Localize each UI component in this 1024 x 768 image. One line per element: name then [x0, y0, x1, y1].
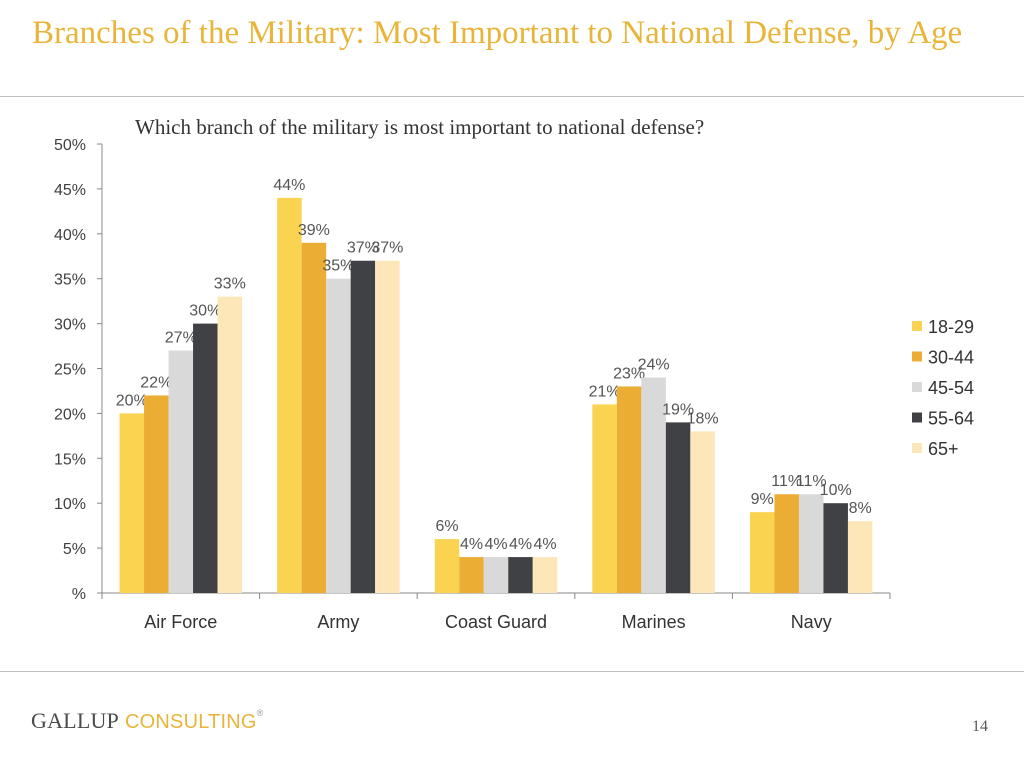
bar-chart: %5%10%15%20%25%30%35%40%45%50%20%22%27%3… [54, 137, 974, 632]
title-divider [0, 96, 1024, 97]
data-label: 23% [613, 365, 645, 382]
bar-55-64-navy [823, 503, 848, 593]
data-label: 4% [460, 536, 483, 553]
y-tick-label: 10% [54, 496, 86, 513]
x-category-label: Coast Guard [445, 612, 547, 632]
bar-55-64-marines [665, 422, 691, 593]
legend-label: 55-64 [928, 409, 974, 429]
data-label: 21% [589, 383, 621, 400]
y-tick-label: 5% [63, 541, 86, 558]
y-tick-label: 35% [54, 272, 86, 289]
data-label: 10% [820, 482, 852, 499]
data-label: 33% [214, 276, 246, 293]
bar-55-64-army [350, 260, 376, 593]
bar-18-29-marines [592, 404, 617, 593]
footer-divider [0, 671, 1024, 672]
x-category-label: Navy [791, 612, 832, 632]
data-label: 22% [140, 374, 172, 391]
chart-question: Which branch of the military is most imp… [135, 115, 705, 139]
bar-65+-coast-guard [532, 557, 558, 593]
y-tick-label: 25% [54, 362, 86, 379]
x-category-label: Army [317, 612, 359, 632]
data-label: 11% [796, 473, 827, 490]
legend-swatch-45-54 [912, 382, 922, 392]
data-label: 4% [509, 536, 532, 553]
y-tick-label: 40% [54, 227, 86, 244]
data-label: 24% [638, 356, 670, 373]
bar-45-54-army [326, 278, 351, 593]
bar-30-44-marines [616, 386, 642, 593]
y-tick-label: 15% [54, 451, 86, 468]
data-label: 27% [165, 330, 197, 347]
bar-45-54-coast-guard [483, 557, 509, 593]
bar-30-44-navy [774, 494, 799, 593]
bar-65+-marines [690, 431, 715, 593]
bar-65+-air-force [217, 296, 243, 593]
bar-18-29-army [277, 197, 302, 593]
slide-title: Branches of the Military: Most Important… [32, 15, 963, 51]
data-label: 11% [771, 473, 802, 490]
y-tick-label: 50% [54, 137, 86, 154]
data-label: 8% [849, 500, 872, 517]
gallup-consulting-logo: GALLUP CONSULTING® [31, 708, 263, 734]
data-label: 18% [687, 410, 719, 427]
bar-30-44-coast-guard [459, 557, 484, 593]
y-tick-label: 30% [54, 317, 86, 334]
data-label: 4% [484, 536, 507, 553]
data-label: 6% [435, 518, 458, 535]
data-label: 9% [751, 491, 774, 508]
bar-55-64-air-force [193, 323, 218, 593]
bar-55-64-coast-guard [508, 557, 533, 593]
bar-65+-navy [847, 521, 873, 593]
legend-label: 65+ [928, 439, 959, 459]
data-label: 30% [189, 303, 221, 320]
y-tick-label: % [72, 586, 86, 603]
logo-word-consulting: CONSULTING [124, 711, 257, 733]
legend-swatch-55-64 [912, 412, 922, 423]
legend-label: 45-54 [928, 378, 974, 398]
page-number: 14 [972, 718, 988, 735]
data-label: 39% [298, 222, 330, 239]
bar-30-44-army [301, 242, 327, 593]
legend-label: 30-44 [928, 348, 974, 368]
legend-swatch-30-44 [912, 351, 922, 362]
legend-label: 18-29 [928, 317, 974, 337]
data-label: 20% [116, 392, 148, 409]
bar-30-44-air-force [144, 395, 169, 593]
y-tick-label: 45% [54, 182, 86, 199]
bar-45-54-air-force [168, 350, 194, 593]
legend-swatch-18-29 [912, 321, 922, 331]
data-label: 19% [662, 401, 694, 418]
data-label: 37% [347, 240, 379, 257]
data-label: 44% [273, 177, 305, 194]
data-label: 35% [322, 258, 354, 275]
x-category-label: Air Force [144, 612, 217, 632]
bar-45-54-navy [798, 494, 824, 593]
x-category-label: Marines [622, 612, 686, 632]
data-label: 4% [533, 536, 556, 553]
legend-swatch-65+ [912, 443, 922, 453]
logo-word-gallup: GALLUP [31, 708, 119, 733]
bar-18-29-air-force [119, 413, 145, 593]
logo-registered-mark: ® [256, 708, 264, 718]
data-label: 37% [371, 240, 403, 257]
bar-65+-army [375, 260, 400, 593]
y-tick-label: 20% [54, 406, 86, 423]
bar-18-29-coast-guard [434, 539, 460, 593]
bar-18-29-navy [749, 512, 775, 593]
bar-45-54-marines [641, 377, 666, 593]
